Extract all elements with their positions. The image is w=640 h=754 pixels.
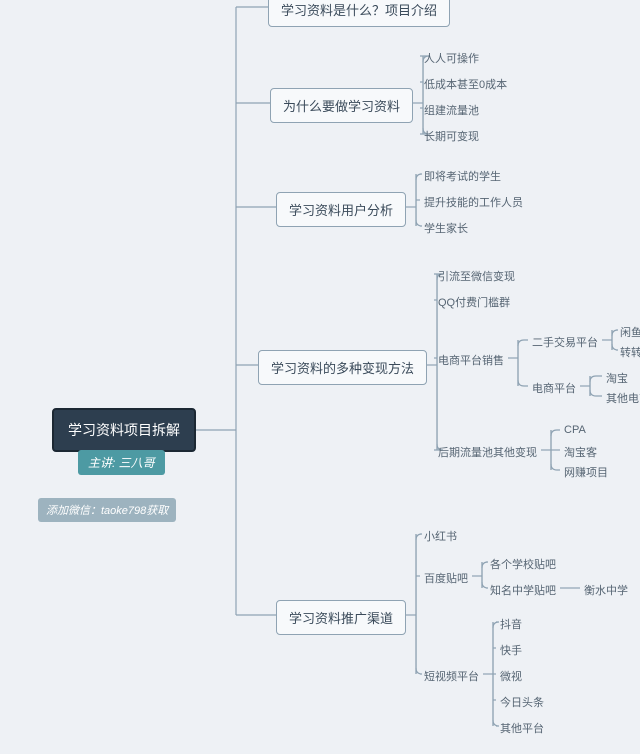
root-node: 学习资料项目拆解 <box>52 408 196 452</box>
leaf-b4-1-1: 百度贴吧 <box>420 568 472 588</box>
leaf-b4-1-1-3-0: 衡水中学 <box>580 580 632 600</box>
leaf-b1-1-2: 组建流量池 <box>420 100 483 120</box>
leaf-b4-2-2-1: 快手 <box>496 640 526 660</box>
leaf-b3-2-2-0: 二手交易平台 <box>528 332 602 352</box>
branch-b0: 学习资料是什么？项目介绍 <box>268 0 450 27</box>
leaf-b2-1-0: 即将考试的学生 <box>420 166 505 186</box>
leaf-b2-1-1: 提升技能的工作人员 <box>420 192 527 212</box>
leaf-b3-1-2: 电商平台销售 <box>434 350 508 370</box>
leaf-b3-2-1-3-0: 淘宝 <box>602 368 632 388</box>
leaf-b4-2-2-0: 抖音 <box>496 614 526 634</box>
leaf-b4-1-0: 小红书 <box>420 526 461 546</box>
leaf-b3-3-2-1: 淘宝客 <box>560 442 601 462</box>
leaf-b3-3-2-0: CPA <box>560 422 590 438</box>
leaf-b3-1-1: QQ付费门槛群 <box>434 292 514 312</box>
leaf-b2-1-2: 学生家长 <box>420 218 472 238</box>
leaf-b3-2-0-3-1: 转转 <box>616 342 640 362</box>
branch-b1: 为什么要做学习资料 <box>270 88 413 123</box>
leaf-b3-3-2-2: 网赚项目 <box>560 462 612 482</box>
branch-b2: 学习资料用户分析 <box>276 192 406 227</box>
leaf-b1-1-3: 长期可变现 <box>420 126 483 146</box>
leaf-b4-2-2-4: 其他平台 <box>496 718 548 738</box>
mindmap-canvas: 学习资料项目拆解主讲: 三八哥添加微信：taoke798获取 学习资料是什么？项目… <box>0 0 640 754</box>
branch-b4: 学习资料推广渠道 <box>276 600 406 635</box>
leaf-b3-2-1-3-1: 其他电商 <box>602 388 640 408</box>
leaf-b3-2-0-3-0: 闲鱼 <box>616 322 640 342</box>
leaf-b3-2-2-1: 电商平台 <box>528 378 580 398</box>
leaf-b3-1-3: 后期流量池其他变现 <box>434 442 541 462</box>
leaf-b4-1-2: 短视频平台 <box>420 666 483 686</box>
presenter-badge: 主讲: 三八哥 <box>78 450 165 475</box>
leaf-b4-1-2-0: 各个学校贴吧 <box>486 554 560 574</box>
leaf-b1-1-0: 人人可操作 <box>420 48 483 68</box>
leaf-b1-1-1: 低成本甚至0成本 <box>420 74 511 94</box>
wechat-badge: 添加微信：taoke798获取 <box>38 498 176 522</box>
leaf-b4-1-2-1: 知名中学贴吧 <box>486 580 560 600</box>
leaf-b4-2-2-3: 今日头条 <box>496 692 548 712</box>
branch-b3: 学习资料的多种变现方法 <box>258 350 427 385</box>
leaf-b3-1-0: 引流至微信变现 <box>434 266 519 286</box>
leaf-b4-2-2-2: 微视 <box>496 666 526 686</box>
